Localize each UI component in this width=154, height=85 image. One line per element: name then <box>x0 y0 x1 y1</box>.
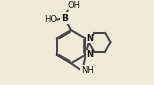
Text: NH: NH <box>81 66 94 75</box>
Text: N: N <box>86 34 93 43</box>
Text: HO: HO <box>44 15 57 24</box>
Text: OH: OH <box>68 1 81 10</box>
Text: N: N <box>86 50 93 59</box>
Text: B: B <box>61 14 68 23</box>
